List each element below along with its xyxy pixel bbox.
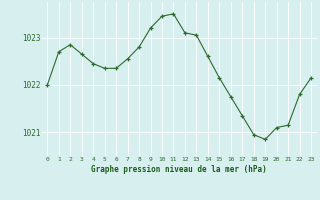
X-axis label: Graphe pression niveau de la mer (hPa): Graphe pression niveau de la mer (hPa) bbox=[91, 165, 267, 174]
